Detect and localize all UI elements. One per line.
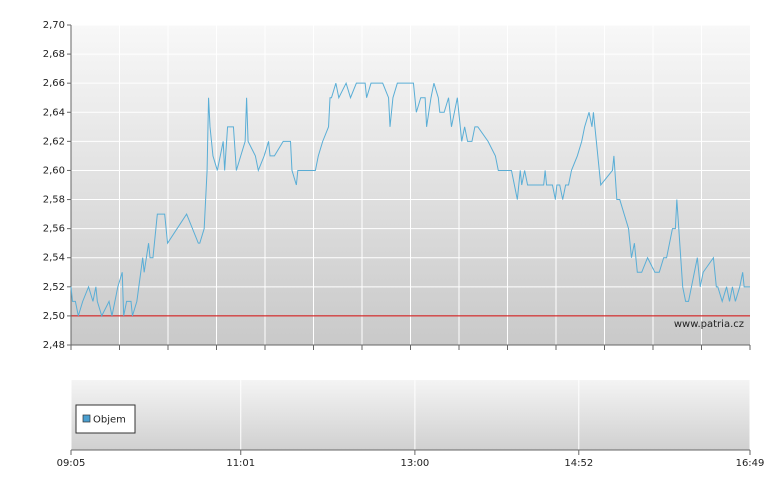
y-tick-label: 2,64 xyxy=(43,107,65,118)
x-tick-label: 09:05 xyxy=(57,458,86,469)
y-tick-label: 2,58 xyxy=(43,195,65,206)
legend-swatch xyxy=(82,414,91,423)
x-tick-label: 14:52 xyxy=(564,458,593,469)
volume-area xyxy=(71,380,750,450)
y-tick-label: 2,50 xyxy=(43,311,65,322)
y-tick-label: 2,52 xyxy=(43,282,65,293)
legend-label: Objem xyxy=(93,415,126,426)
watermark: www.patria.cz xyxy=(674,319,744,330)
x-tick-label: 11:01 xyxy=(226,458,255,469)
legend: Objem xyxy=(75,404,136,434)
y-tick-label: 2,54 xyxy=(43,253,65,264)
x-tick-label: 13:00 xyxy=(400,458,429,469)
price-line xyxy=(70,81,750,318)
y-tick-label: 2,48 xyxy=(43,340,65,351)
y-tick-label: 2,70 xyxy=(43,20,65,31)
layer: 2,48 2,50 2,52 2,54 2,56 2,58 2,60 2,62 2,64 2,66… xyxy=(43,20,765,469)
x-tick-label: 16:49 xyxy=(736,458,765,469)
y-tick-label: 2,62 xyxy=(43,136,65,147)
y-tick-label: 2,66 xyxy=(43,78,65,89)
y-tick-label: 2,56 xyxy=(43,224,65,235)
y-tick-label: 2,60 xyxy=(43,165,65,176)
y-tick-label: 2,68 xyxy=(43,49,65,60)
